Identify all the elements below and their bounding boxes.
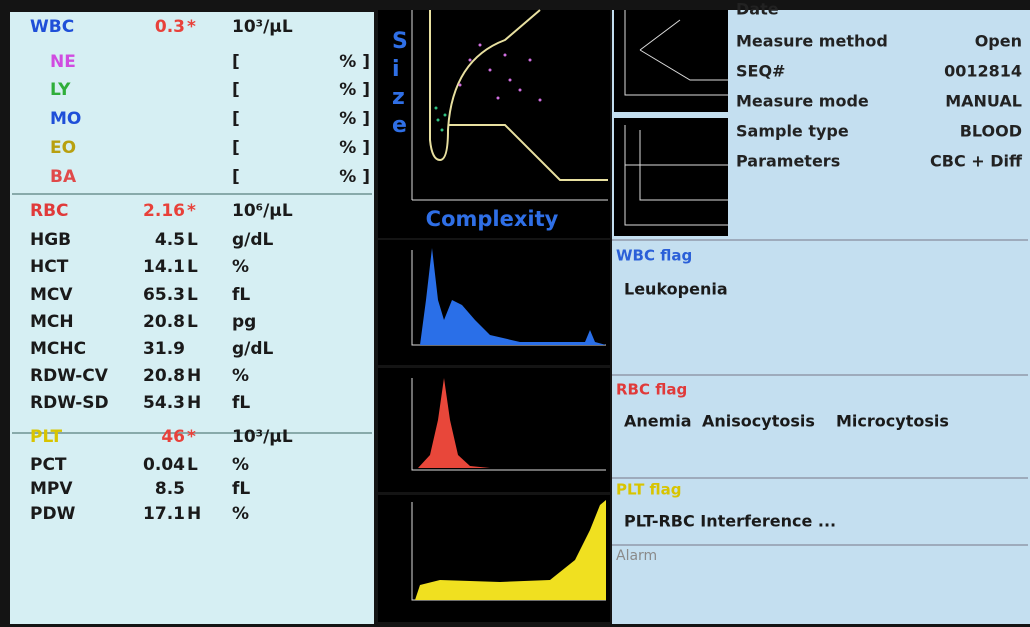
param-flag: H — [187, 504, 201, 524]
param-unit-close: % ] — [339, 80, 370, 100]
wbc-flag-title: WBC flag — [616, 247, 692, 265]
param-unit: % — [232, 366, 249, 386]
param-unit: [ — [232, 109, 240, 129]
param-flag: L — [187, 230, 198, 250]
param-flag: * — [187, 17, 196, 37]
param-name: RBC — [30, 201, 69, 221]
param-flag: H — [187, 393, 201, 413]
param-name: HCT — [30, 257, 69, 277]
param-unit: 10³/μL — [232, 17, 293, 37]
param-unit-close: % ] — [339, 167, 370, 187]
flag-item: Anisocytosis — [702, 412, 815, 431]
param-value: 2.16 — [143, 201, 185, 221]
flag-item: PLT-RBC Interference ... — [624, 512, 836, 531]
rbc-flag-title: RBC flag — [616, 381, 687, 399]
param-name: RDW-SD — [30, 393, 109, 413]
param-unit: fL — [232, 393, 250, 413]
param-name: MCHC — [30, 339, 86, 359]
param-flag: L — [187, 257, 198, 277]
param-unit: g/dL — [232, 339, 274, 359]
param-value: 65.3 — [143, 285, 185, 305]
thumb-scatter — [614, 10, 728, 112]
info-value: MANUAL — [945, 92, 1022, 111]
param-unit-close: % ] — [339, 109, 370, 129]
param-name: PLT — [30, 427, 62, 447]
param-name: MO — [50, 109, 81, 129]
flag-item: Leukopenia — [624, 280, 728, 299]
param-value: 14.1 — [143, 257, 185, 277]
param-unit-close: % ] — [339, 138, 370, 158]
param-unit: 10³/μL — [232, 427, 293, 447]
param-name: PCT — [30, 455, 67, 475]
param-unit: g/dL — [232, 230, 274, 250]
param-unit: [ — [232, 138, 240, 158]
param-value: 0.3 — [155, 17, 185, 37]
param-name: HGB — [30, 230, 71, 250]
info-label: SEQ# — [736, 62, 785, 81]
param-unit: % — [232, 504, 249, 524]
param-name: MPV — [30, 479, 73, 499]
plt-histogram — [378, 495, 610, 622]
alarm-title: Alarm — [616, 548, 657, 564]
param-name: MCH — [30, 312, 74, 332]
param-unit: [ — [232, 52, 240, 72]
info-value: 0012814 — [944, 62, 1022, 81]
date-label: Date — [736, 0, 779, 19]
param-unit: [ — [232, 80, 240, 100]
param-value: 20.8 — [143, 366, 185, 386]
rbc-histogram — [378, 368, 610, 492]
param-flag: * — [187, 427, 196, 447]
param-name: LY — [50, 80, 71, 100]
param-name: PDW — [30, 504, 76, 524]
info-value: BLOOD — [960, 122, 1022, 141]
param-name: BA — [50, 167, 77, 187]
param-name: RDW-CV — [30, 366, 109, 386]
param-flag: L — [187, 455, 198, 475]
thumb-scatter — [614, 118, 728, 236]
param-value: 46 — [161, 427, 185, 447]
info-label: Sample type — [736, 122, 849, 141]
param-flag: * — [187, 201, 196, 221]
param-unit-close: % ] — [339, 52, 370, 72]
param-value: 31.9 — [143, 339, 185, 359]
info-value: Open — [975, 32, 1022, 51]
analyzer-screen: WBC0.3*10³/μLNE[% ]LY[% ]MO[% ]EO[% ]BA[… — [0, 0, 1030, 627]
param-flag: L — [187, 312, 198, 332]
param-unit: fL — [232, 479, 250, 499]
param-name: MCV — [30, 285, 73, 305]
param-unit: fL — [232, 285, 250, 305]
info-label: Measure mode — [736, 92, 869, 111]
param-name: WBC — [30, 17, 74, 37]
scatter-x-label: Complexity — [426, 207, 559, 231]
flag-item: Anemia — [624, 412, 692, 431]
param-unit: [ — [232, 167, 240, 187]
info-value: CBC + Diff — [930, 152, 1023, 171]
param-value: 4.5 — [155, 230, 185, 250]
param-unit: 10⁶/μL — [232, 201, 293, 221]
plt-flag-title: PLT flag — [616, 481, 682, 499]
param-unit: % — [232, 455, 249, 475]
param-unit: pg — [232, 312, 256, 332]
wbc-histogram — [378, 240, 610, 365]
param-flag: H — [187, 366, 201, 386]
param-value: 17.1 — [143, 504, 185, 524]
info-label: Parameters — [736, 152, 840, 171]
param-unit: % — [232, 257, 249, 277]
flag-item: Microcytosis — [836, 412, 949, 431]
param-value: 54.3 — [143, 393, 185, 413]
info-label: Measure method — [736, 32, 888, 51]
param-value: 0.04 — [143, 455, 185, 475]
param-value: 20.8 — [143, 312, 185, 332]
param-value: 8.5 — [155, 479, 185, 499]
param-name: NE — [50, 52, 76, 72]
param-flag: L — [187, 285, 198, 305]
param-name: EO — [50, 138, 76, 158]
